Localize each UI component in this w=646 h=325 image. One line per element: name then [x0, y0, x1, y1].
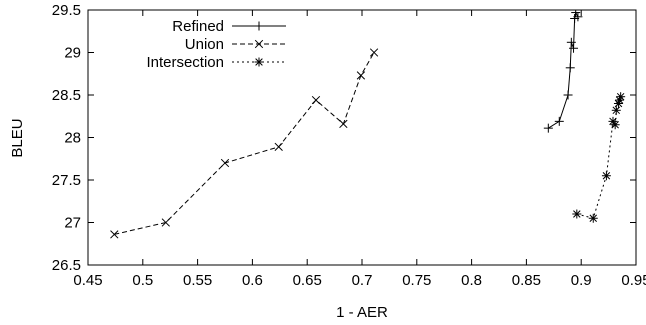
data-point-union — [339, 119, 348, 129]
legend-marker-intersection — [254, 57, 264, 67]
data-point-refined — [571, 10, 581, 18]
data-point-refined — [566, 37, 576, 47]
data-point-refined — [563, 90, 573, 100]
data-point-intersection — [572, 209, 582, 219]
y-tick-label: 28.5 — [52, 87, 81, 104]
y-axis-title: BLEU — [9, 118, 26, 157]
x-tick-label: 0.85 — [512, 272, 541, 289]
data-point-refined — [569, 43, 579, 53]
series-line-intersection — [576, 96, 622, 219]
data-point-intersection — [588, 213, 598, 223]
data-point-union — [161, 218, 170, 227]
data-point-union — [311, 95, 321, 105]
x-tick-label: 0.45 — [73, 272, 102, 289]
y-tick-label: 29.5 — [52, 2, 81, 19]
x-axis-ticks: 0.45 0.5 0.55 0.6 0.65 0.7 0.75 0.8 0.85 0.9 0.95 — [73, 10, 646, 289]
data-point-intersection — [613, 99, 623, 108]
x-tick-label: 0.6 — [242, 272, 263, 289]
x-tick-label: 0.95 — [621, 272, 646, 289]
y-tick-label: 29 — [64, 45, 81, 62]
x-tick-label: 0.5 — [132, 272, 153, 289]
x-tick-label: 0.75 — [402, 272, 431, 289]
data-point-union — [356, 71, 366, 80]
y-tick-label: 27.5 — [52, 172, 81, 189]
legend-label-union: Union — [185, 36, 224, 53]
x-tick-label: 0.55 — [183, 272, 212, 289]
series-layer — [110, 10, 626, 239]
data-point-intersection — [616, 92, 626, 102]
y-tick-label: 27 — [64, 215, 81, 232]
plot-frame — [87, 9, 637, 266]
data-point-union — [274, 142, 283, 152]
data-point-intersection — [611, 105, 621, 115]
x-tick-label: 0.9 — [571, 272, 592, 289]
legend-marker-union — [254, 39, 264, 49]
series-line-union — [114, 52, 375, 235]
legend-marker-refined — [254, 21, 264, 31]
legend-label-refined: Refined — [172, 18, 224, 35]
data-point-union — [220, 158, 230, 168]
data-point-refined — [554, 116, 564, 126]
y-tick-label: 28 — [64, 130, 81, 147]
data-point-refined — [573, 12, 583, 22]
y-tick-label: 26.5 — [52, 257, 81, 274]
data-point-union — [110, 230, 119, 239]
x-tick-label: 0.65 — [293, 272, 322, 289]
x-tick-label: 0.7 — [352, 272, 373, 289]
data-point-refined — [543, 123, 553, 133]
data-point-intersection — [601, 171, 611, 181]
legend-label-intersection: Intersection — [146, 54, 224, 71]
data-point-union — [369, 48, 379, 57]
series-line-refined — [548, 11, 579, 129]
data-point-intersection — [610, 120, 620, 130]
x-axis-title: 1 - AER — [336, 304, 388, 321]
x-tick-label: 0.8 — [461, 272, 482, 289]
y-axis-ticks: 26.5 27 27.5 28 28.5 29 29.5 — [52, 2, 636, 274]
data-point-refined — [565, 63, 575, 73]
